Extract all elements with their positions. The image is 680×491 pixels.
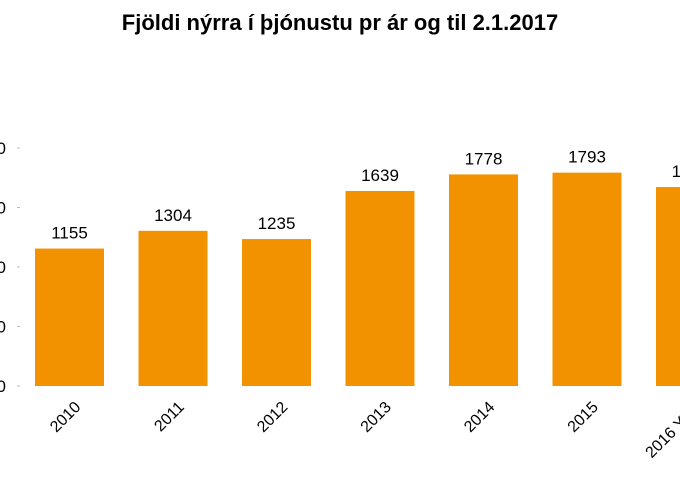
data-label: 1155	[51, 224, 88, 243]
x-tick-label: 2016 YTD	[643, 399, 680, 462]
bar-2013	[345, 190, 415, 386]
data-label: 1793	[568, 148, 606, 167]
bar-2012	[242, 239, 311, 386]
y-tick-label: 0	[0, 377, 6, 396]
bar-2014	[449, 174, 518, 386]
data-labels: 1155 1304 1235 1639 1778 1793 1672	[51, 148, 680, 243]
x-tick-label: 2011	[151, 399, 187, 435]
x-tick-label: 2014	[461, 399, 498, 436]
data-label: 1304	[154, 206, 192, 225]
x-tick-label: 2012	[254, 399, 291, 436]
bar-2015	[552, 172, 622, 386]
data-label: 1639	[361, 166, 399, 185]
y-tick-label: 1000	[0, 258, 6, 277]
x-tick-label: 2013	[358, 399, 395, 436]
data-label: 1235	[258, 214, 296, 233]
x-axis: 2010 2011 2012 2013 2014 2015 2016 YTD	[47, 399, 680, 462]
chart-title: Fjöldi nýrra í þjónustu pr ár og til 2.1…	[122, 10, 558, 35]
y-tick-label: 2000	[0, 139, 6, 158]
y-axis: 0 500 1000 1500 2000	[0, 139, 20, 396]
bar-2010	[35, 248, 104, 386]
x-tick-label: 2010	[47, 399, 84, 436]
y-tick-label: 1500	[0, 199, 6, 218]
x-tick-label: 2015	[565, 399, 602, 436]
bar-2011	[138, 230, 208, 386]
data-label: 1672	[672, 162, 680, 181]
bars	[35, 172, 680, 386]
data-label: 1778	[465, 149, 503, 168]
y-tick-label: 500	[0, 318, 6, 337]
bar-2016-ytd	[656, 187, 680, 386]
